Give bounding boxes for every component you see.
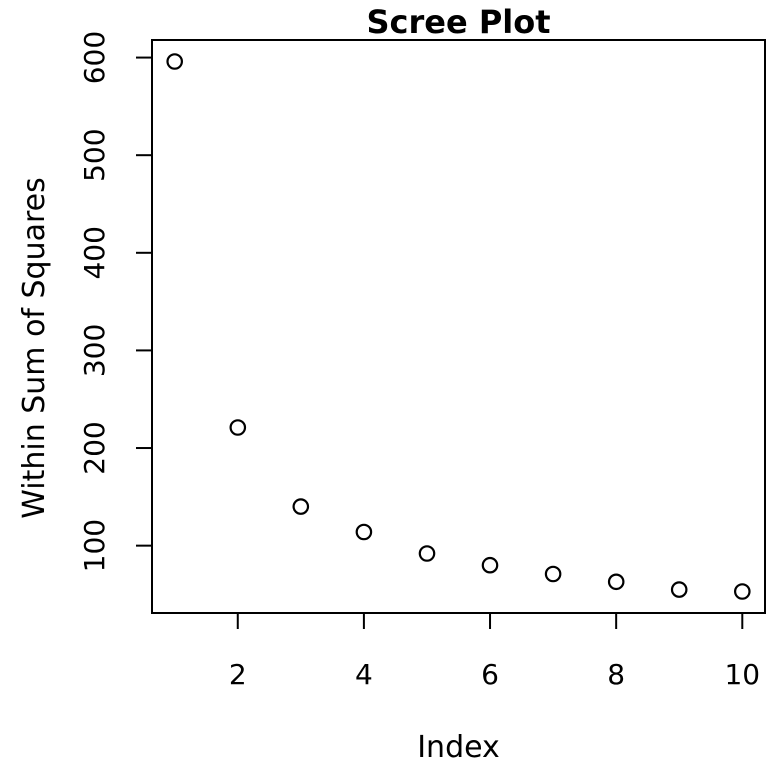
x-axis-label: Index [417,730,500,765]
data-point [229,419,247,436]
data-point [670,581,688,598]
data-point [355,523,373,541]
x-axis: 2 4 6 8 10 [229,613,760,691]
data-point [481,556,499,574]
data-point [292,498,310,515]
y-tick-label: 300 [78,324,111,377]
x-tick-label: 4 [355,658,373,691]
x-tick-label: 2 [229,658,247,691]
y-tick-label: 600 [78,31,111,84]
data-point [544,565,562,583]
y-axis-label: Within Sum of Squares [17,177,52,519]
data-point [418,545,436,562]
plot-box [151,39,766,614]
x-tick-label: 8 [607,658,625,691]
data-point [607,573,625,591]
x-tick-label: 10 [724,658,760,691]
data-point [166,53,183,70]
chart-title: Scree Plot [366,3,550,41]
y-tick-label: 400 [78,226,111,279]
y-tick-label: 200 [78,421,111,474]
y-tick-label: 100 [78,519,111,572]
y-axis: 100 200 300 400 500 600 [78,31,152,572]
y-tick-label: 500 [78,128,111,181]
x-tick-label: 6 [481,658,499,691]
data-points [166,53,751,600]
data-point [733,583,751,600]
